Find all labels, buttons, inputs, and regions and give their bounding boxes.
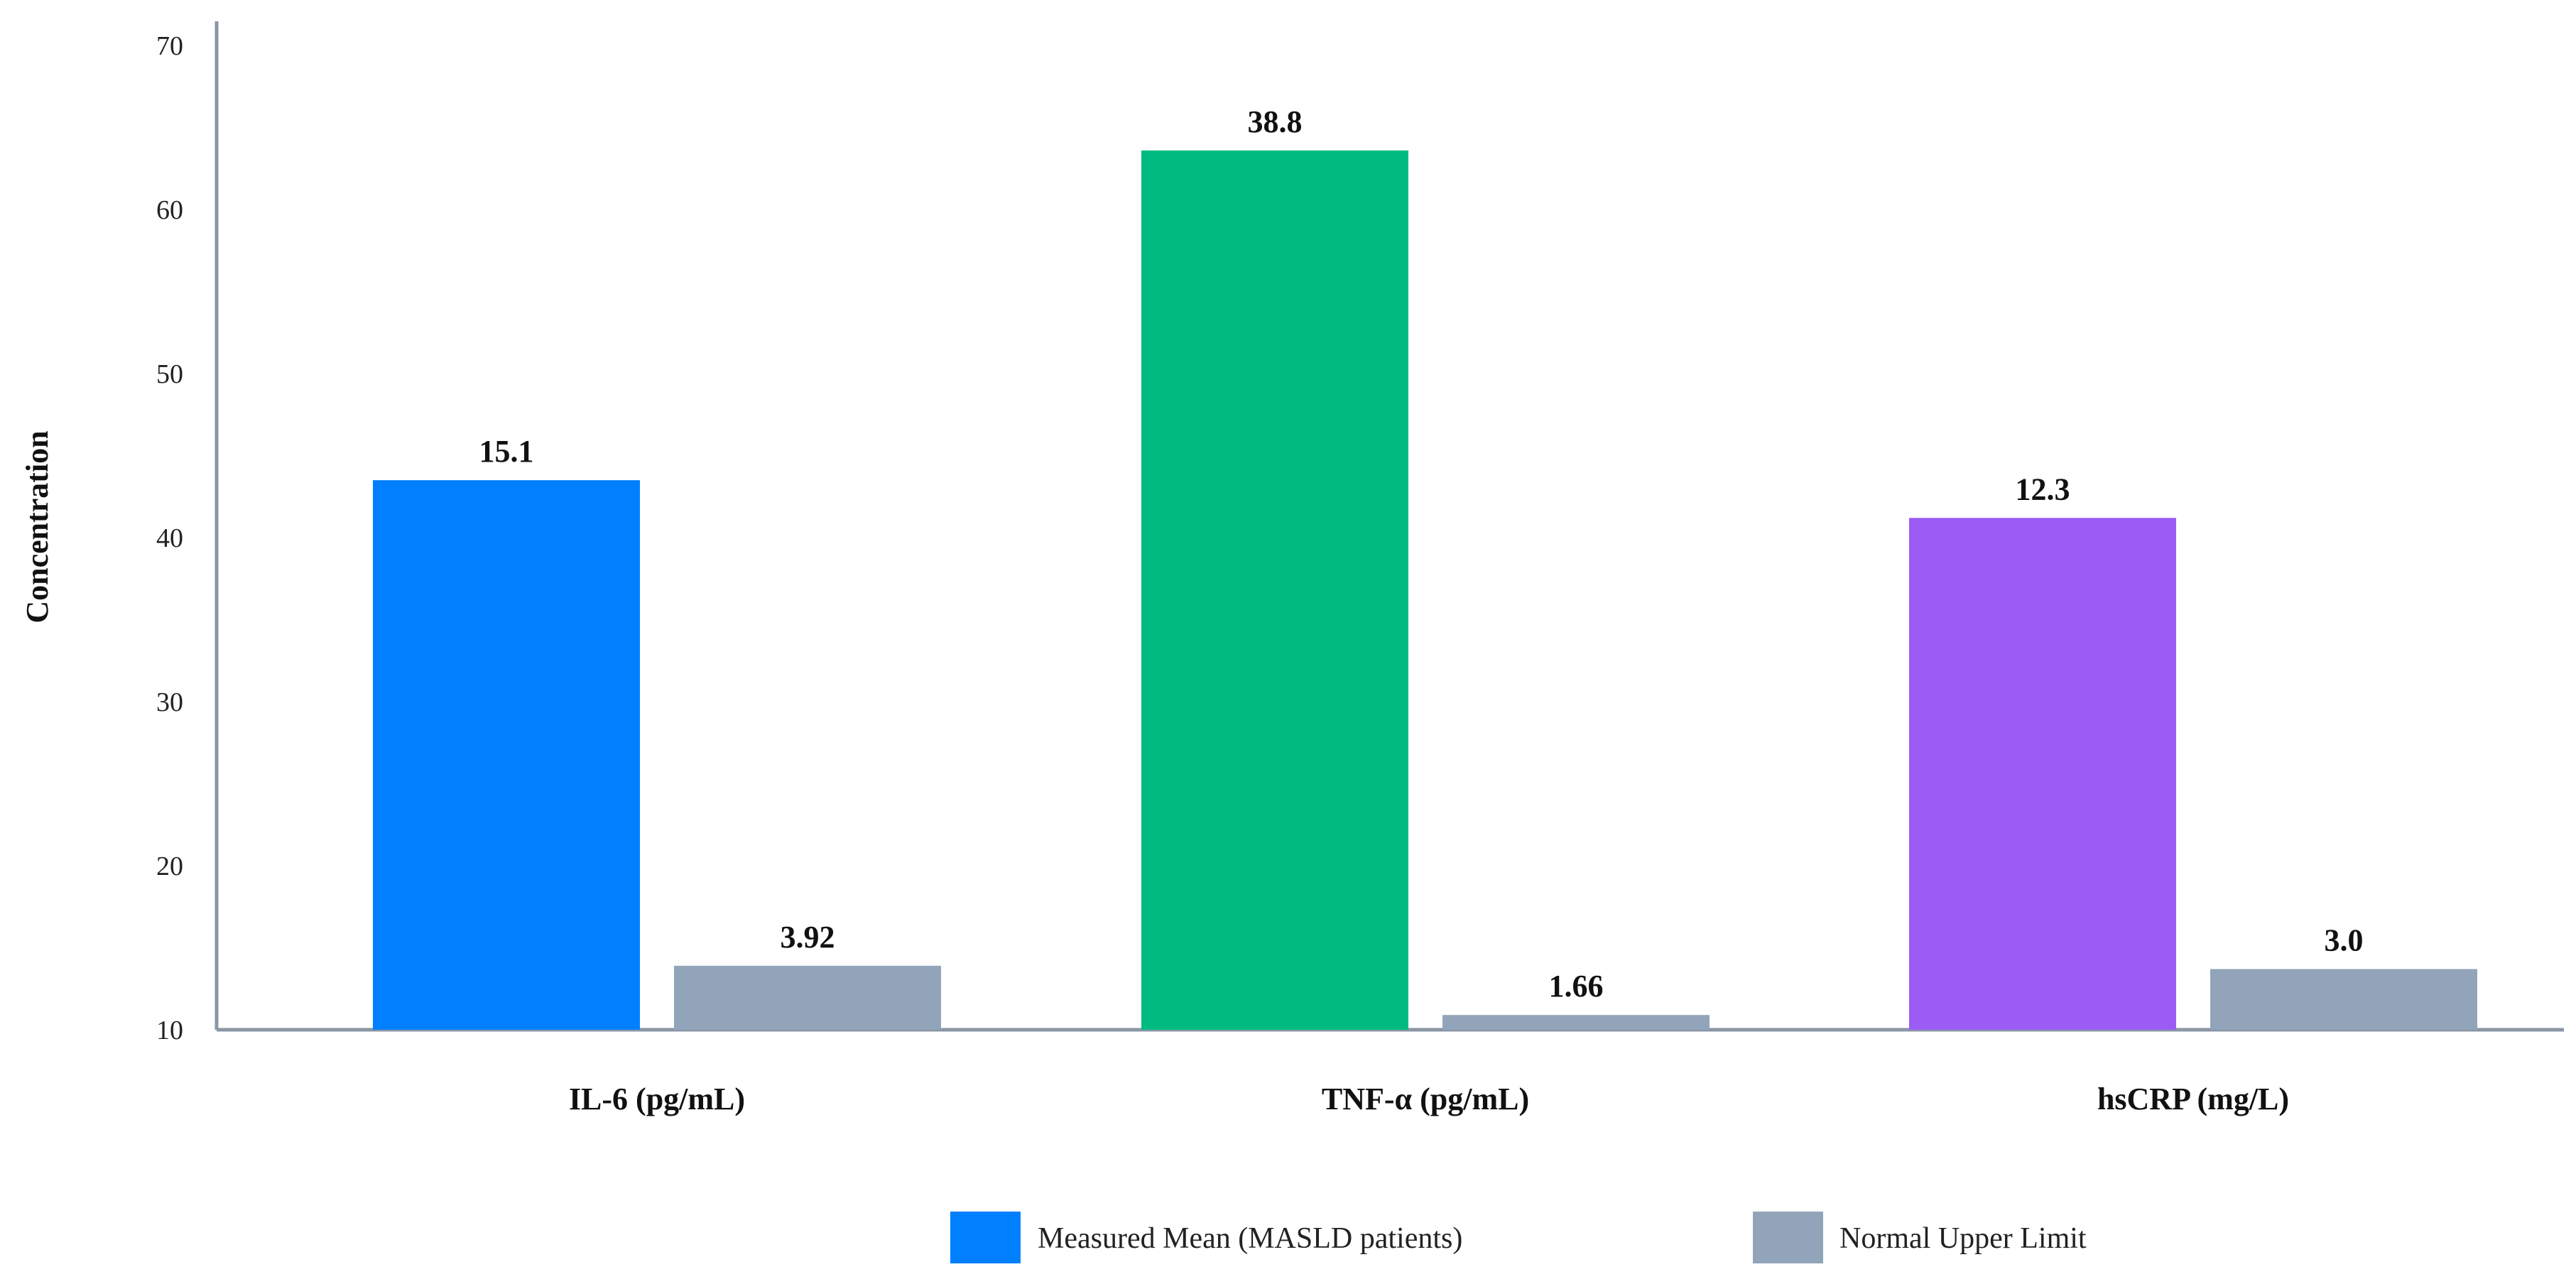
- x-tick-label: hsCRP (mg/L): [2097, 1082, 2289, 1116]
- y-tick-label: 50: [156, 359, 183, 389]
- bar-measured-mean: [1141, 150, 1408, 1030]
- y-tick-label: 40: [156, 523, 183, 553]
- bar-value-label: 38.8: [1248, 104, 1303, 139]
- bar-value-label: 12.3: [2016, 472, 2070, 506]
- value-labels: 15.1 3.92 38.8 1.66 12.3 3.0: [479, 104, 2364, 1003]
- bar-measured-mean: [373, 480, 640, 1030]
- x-axis-tick-labels: IL-6 (pg/mL) TNF-α (pg/mL) hsCRP (mg/L): [569, 1082, 2289, 1116]
- legend-item-measured-mean: Measured Mean (MASLD patients): [950, 1212, 1462, 1263]
- x-tick-label: TNF-α (pg/mL): [1322, 1082, 1529, 1116]
- legend-swatch-normal-upper-limit: [1753, 1212, 1823, 1263]
- legend-label-measured-mean: Measured Mean (MASLD patients): [1038, 1222, 1462, 1255]
- y-tick-label: 10: [156, 1016, 183, 1045]
- bar-value-label: 15.1: [479, 434, 534, 469]
- bar-normal-upper-limit: [2210, 969, 2477, 1030]
- y-tick-label: 60: [156, 195, 183, 225]
- y-axis-ticks: 10 20 30 40 50 60 70: [156, 31, 183, 1045]
- bar-normal-upper-limit: [1442, 1015, 1710, 1030]
- legend: Measured Mean (MASLD patients) Normal Up…: [950, 1212, 2087, 1263]
- legend-label-normal-upper-limit: Normal Upper Limit: [1839, 1222, 2087, 1255]
- bar-value-label: 1.66: [1549, 969, 1604, 1003]
- legend-swatch-measured-mean: [950, 1212, 1021, 1263]
- y-tick-label: 70: [156, 31, 183, 61]
- bar-value-label: 3.0: [2325, 923, 2364, 958]
- x-tick-label: IL-6 (pg/mL): [569, 1082, 745, 1116]
- legend-item-normal-upper-limit: Normal Upper Limit: [1753, 1212, 2087, 1263]
- y-tick-label: 20: [156, 852, 183, 881]
- bars: [373, 150, 2477, 1030]
- y-axis-label: Concentration: [20, 430, 55, 623]
- bar-measured-mean: [1909, 518, 2176, 1030]
- bar-normal-upper-limit: [674, 965, 941, 1030]
- bar-value-label: 3.92: [781, 920, 835, 954]
- y-tick-label: 30: [156, 687, 183, 717]
